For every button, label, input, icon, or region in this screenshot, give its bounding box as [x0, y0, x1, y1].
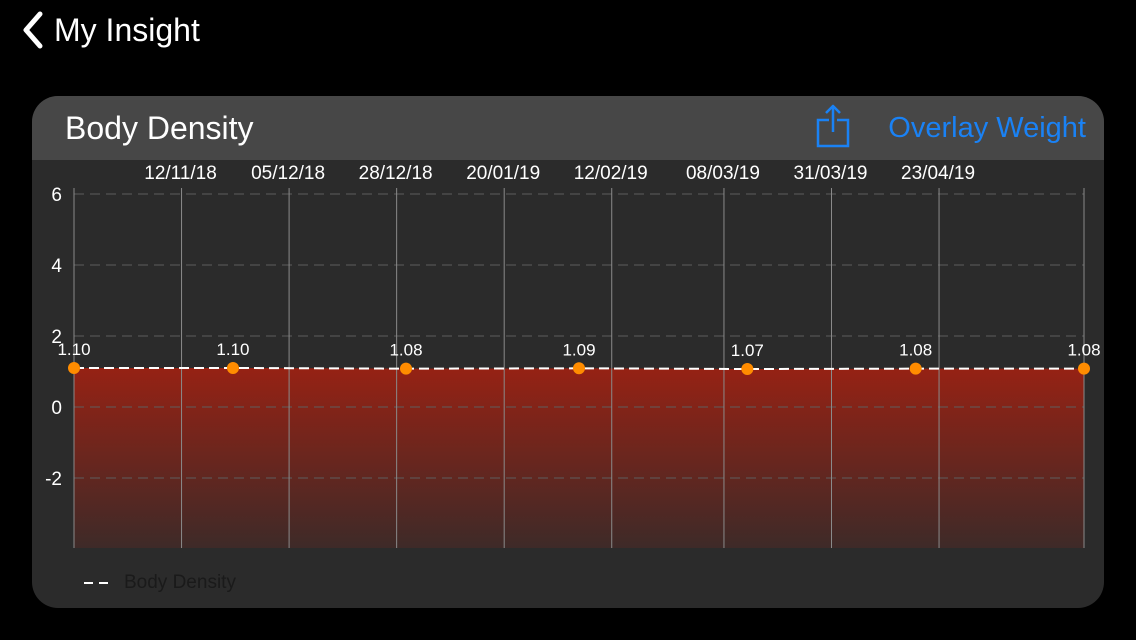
overlay-weight-button[interactable]: Overlay Weight	[888, 112, 1086, 144]
x-tick-label: 05/12/18	[251, 163, 325, 184]
data-label: 1.10	[57, 340, 90, 359]
x-tick-label: 12/11/18	[144, 163, 217, 184]
x-tick-label: 08/03/19	[686, 163, 760, 184]
y-tick-label: 2	[51, 327, 62, 348]
data-label: 1.09	[562, 340, 595, 359]
share-icon	[816, 104, 850, 148]
card-header: Body Density Overlay Weight	[32, 96, 1104, 160]
y-tick-label: -2	[45, 469, 62, 490]
page-title: My Insight	[54, 11, 200, 48]
data-label: 1.10	[216, 340, 249, 359]
back-button[interactable]: My Insight	[20, 8, 200, 52]
x-tick-label: 28/12/18	[359, 163, 433, 184]
y-tick-label: 4	[51, 256, 62, 277]
data-point	[741, 363, 754, 376]
data-point	[909, 362, 922, 375]
data-point	[573, 362, 585, 375]
chevron-left-icon	[23, 11, 43, 49]
y-tick-label: 6	[51, 185, 62, 206]
data-point	[68, 361, 80, 374]
y-tick-label: 0	[51, 398, 62, 419]
series-area	[74, 367, 1084, 548]
legend-dashed-line-icon	[84, 582, 110, 584]
share-button[interactable]	[810, 102, 856, 152]
data-label: 1.08	[389, 341, 422, 360]
body-density-chart: 1.10 1.10 1.08 1.09 1.07 1.08 1.08 6 4 2 0 -2 12/11…	[45, 163, 1101, 548]
x-tick-label: 23/04/19	[901, 163, 975, 184]
chart-card: Body Density Overlay Weight 1.10 1.10 1.08…	[32, 96, 1104, 608]
x-tick-label: 31/03/19	[794, 163, 868, 184]
data-label: 1.08	[899, 341, 932, 360]
legend-label: Body Density	[124, 572, 236, 593]
data-point	[1078, 362, 1090, 375]
nav-bar: My Insight	[0, 0, 1136, 64]
data-label: 1.07	[731, 341, 764, 360]
chart-legend: Body Density	[84, 572, 236, 594]
data-point	[226, 361, 239, 374]
data-label: 1.08	[1067, 341, 1100, 360]
data-point	[399, 362, 412, 375]
card-title: Body Density	[65, 110, 254, 146]
x-tick-label: 20/01/19	[466, 163, 540, 184]
x-tick-label: 12/02/19	[574, 163, 648, 184]
